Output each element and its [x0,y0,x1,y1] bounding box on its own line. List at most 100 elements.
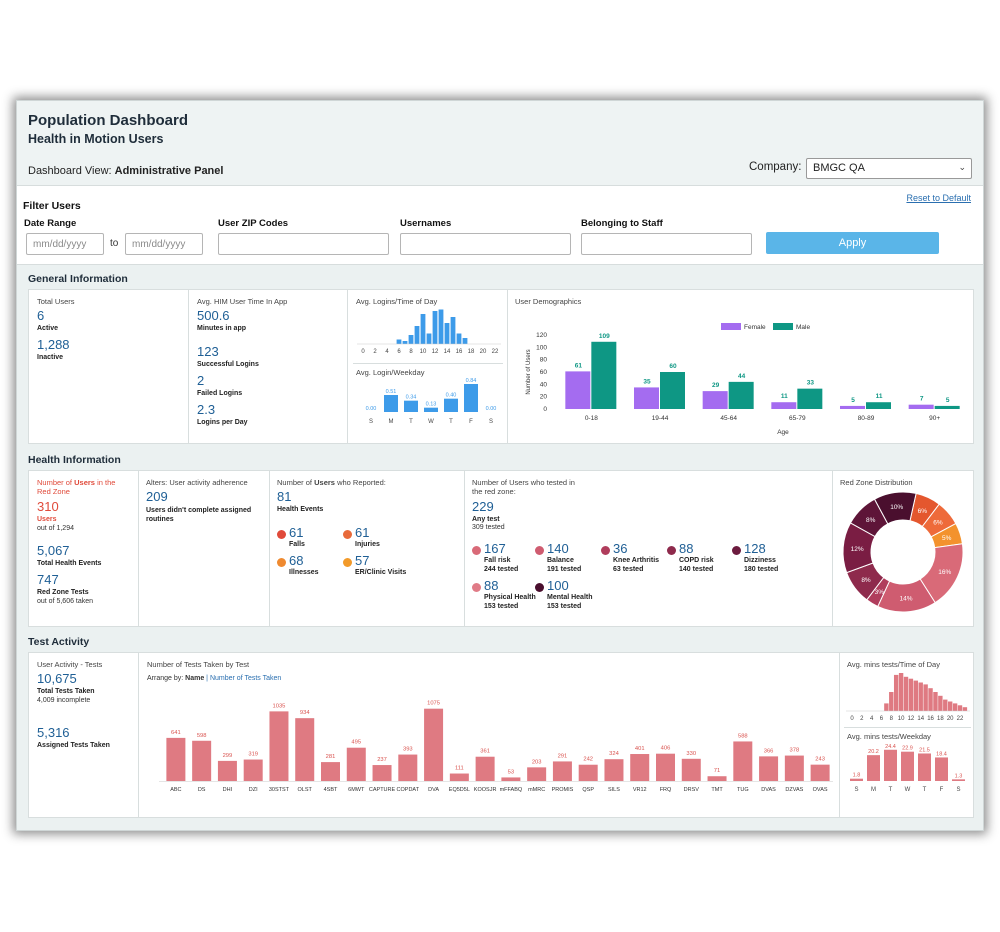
donut-slice-label: 8% [861,577,871,584]
logins-weekday-tick: F [469,419,473,425]
mins-tod-tick: 10 [898,716,905,722]
page-subtitle: Health in Motion Users [28,132,164,146]
date-to-input[interactable]: mm/dd/yyyy [125,233,203,255]
mins-tod-tick: 0 [850,716,854,722]
staff-input[interactable] [581,233,752,255]
total-tests-label: Total Tests Taken [37,688,95,695]
demographics-value: 33 [807,380,815,387]
mins-tod-bar [938,695,943,711]
logins-tod-bar [444,323,450,344]
zip-codes-input[interactable] [218,233,389,255]
assigned-tests-label: Assigned Tests Taken [37,742,110,749]
user-activity-tests-label: User Activity - Tests [37,660,103,669]
mins-weekday-bar [850,778,863,781]
mins-weekday-value: 18.4 [936,751,947,757]
demographics-y-tick: 100 [536,344,547,351]
total-tests-value: 10,675 [37,671,77,686]
total-users-label: Total Users [37,297,75,306]
tests-x-tick: ABC [170,787,181,793]
demographics-x-tick: 45-64 [720,415,737,422]
mins-tod-tick: 2 [860,716,864,722]
reported-label: Number of Users who Reported: [277,478,386,487]
mins-tod-bar [884,703,889,711]
demographics-y-tick: 40 [540,381,548,388]
tests-bar-value: 71 [714,768,720,774]
date-from-input[interactable]: mm/dd/yyyy [26,233,104,255]
demographics-y-tick: 0 [543,406,547,413]
tested-item-sub: 140 tested [679,566,714,573]
logins-weekday-tick: S [489,419,493,425]
tests-by-test-chart: 641 ABC 598 DS 299 DHI 319 DZI 1035 30STST 934 OLST… [159,701,833,793]
logins-tod-bar [414,326,420,344]
minutes-value: 500.6 [197,308,230,323]
logins-tod-bar [420,314,426,344]
demographics-bar [771,402,797,409]
mins-tod-bar [928,688,933,711]
logins-weekday-value: 0.84 [466,378,477,384]
tests-bar [269,711,289,781]
tests-bar-value: 641 [171,730,181,736]
red-zone-distribution-chart: 6% 6% 5% 16% 14% 3% 8% 12% 8% 10% [842,491,964,613]
demographics-x-label: Age [777,429,789,436]
failed-logins-label: Failed Logins [197,390,243,397]
reported-dot-icon [343,558,352,567]
mins-weekday-bar [935,757,948,781]
tests-bar-value: 361 [480,749,490,755]
logins-tod-label: Avg. Logins/Time of Day [356,297,438,306]
mins-weekday-value: 1.8 [853,773,861,779]
apply-button[interactable]: Apply [766,232,939,254]
tests-x-tick: EQ5D5L [449,787,470,793]
mins-tod-bar [933,692,938,711]
demographics-y-tick: 80 [540,357,548,364]
company-select[interactable]: BMGC QA ⌄ [806,158,972,179]
demographics-bar [728,381,754,409]
tests-bar-value: 1075 [427,701,440,707]
health-info-card: Number of Users in the Red Zone 310 User… [28,470,974,627]
usernames-input[interactable] [400,233,571,255]
arrange-by-name[interactable]: Name [185,675,205,682]
tests-x-tick: 4SBT [324,787,338,793]
adherence-desc: Users didn't complete assigned routines [146,507,252,523]
tests-bar-value: 378 [790,748,800,754]
tests-x-tick: TMT [711,787,723,793]
arrange-by-number-link[interactable]: Number of Tests Taken [209,675,282,682]
mins-tod-tick: 14 [917,716,924,722]
demographics-value: 7 [920,396,924,403]
demographics-value: 61 [575,362,583,369]
logins-weekday-tick: T [449,419,453,425]
staff-label: Belonging to Staff [581,218,663,229]
mins-tod-tick: 12 [908,716,915,722]
reported-item-value: 61 [289,525,304,540]
logins-per-day-value: 2.3 [197,402,216,417]
tests-bar-value: 237 [377,757,387,763]
mins-weekday-tick: F [940,787,944,793]
logins-tod-bar [438,309,444,344]
demographics-y-label: Number of Users [526,349,532,394]
tests-bar [192,740,212,781]
tested-item-sub: 180 tested [744,566,779,573]
tests-bar [707,776,727,781]
tests-x-tick: 6MWT [348,787,365,793]
health-info-title: Health Information [28,454,121,466]
mins-weekday-bar [952,779,965,781]
mins-tod-bar [957,705,963,711]
mins-weekday-value: 22.9 [902,746,913,752]
logins-weekday-label: Avg. Login/Weekday [356,368,425,377]
tested-item-value: 100 [547,578,569,593]
user-demographics-chart: 0 20 40 60 80 100 120 Number of Users 61 109 0-18 3… [526,323,960,436]
red-zone-out-of: out of 1,294 [37,525,74,532]
logins-tod-tick: 2 [373,349,377,355]
tests-bar [501,777,521,781]
logins-tod-tick: 8 [409,349,413,355]
tested-dot-icon [535,546,544,555]
tests-x-tick: DZI [249,787,258,793]
reset-to-default-link[interactable]: Reset to Default [906,193,971,203]
demographics-x-tick: 90+ [929,415,940,422]
reported-item-value: 61 [355,525,370,540]
demographics-x-tick: 65-79 [789,415,806,422]
mins-tod-bar [898,673,904,711]
logins-tod-tick: 0 [361,349,365,355]
general-info-title: General Information [28,273,128,285]
mins-weekday-bar [884,749,897,781]
successful-logins-label: Successful Logins [197,361,259,368]
